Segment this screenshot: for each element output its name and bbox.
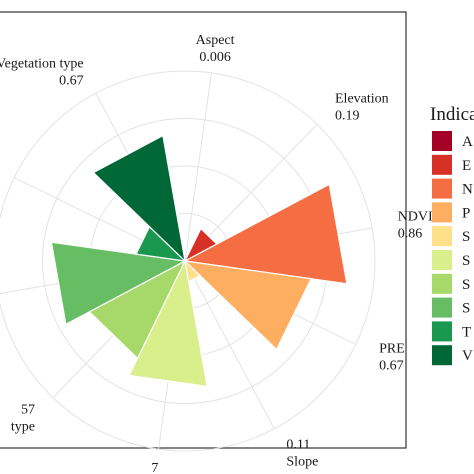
legend-label-pre: P (462, 205, 470, 221)
bar-sr (50, 241, 187, 326)
grid-spoke (184, 72, 212, 262)
grid-circle-4 (0, 70, 376, 452)
legend-label-elevation: E (462, 158, 471, 174)
legend-swatch-aspect (432, 131, 452, 151)
legend-swatch-sm (432, 250, 452, 270)
legend-swatch-sr (432, 297, 452, 318)
legend-label-sr: S (462, 301, 470, 317)
value-label-pre: 0.67 (379, 359, 404, 374)
legend-label-vegetation-type: V (462, 348, 473, 364)
legend-swatch-vegetation-type (432, 345, 452, 366)
plot-panel (0, 11, 407, 449)
legend-label-temp: T (462, 324, 471, 340)
value-label-slope: 0.11 (286, 438, 310, 453)
value-label-vegetation-type: 0.67 (59, 73, 84, 88)
value-label-elevation: 0.19 (335, 109, 360, 124)
legend-label-aspect: A (462, 134, 473, 150)
category-label-aspect: Aspect (196, 33, 235, 48)
legend-swatch-elevation (432, 154, 452, 175)
legend-label-ndvi: N (462, 182, 473, 198)
legend-label-soil-type: S (462, 277, 470, 293)
category-label-pre: PRE (379, 342, 405, 357)
category-label-ndvi: NDVI (398, 210, 433, 225)
bar-vegetation-type (92, 134, 186, 263)
legend: IndicatorsAENPSSSSTV (430, 104, 474, 366)
value-label-sm: 7 (151, 461, 158, 474)
category-label-slope: Slope (286, 455, 318, 470)
legend-swatch-soil-type (432, 273, 452, 294)
category-label-vegetation-type: Vegetation type (0, 56, 84, 71)
legend-title: Indicators (430, 104, 474, 125)
category-labels: Aspect 0.006 Elevation 0.19 NDVI 0.86 PRE 0.67 0… (0, 33, 433, 474)
legend-swatch-pre (432, 202, 452, 223)
legend-swatch-temp (432, 321, 452, 342)
category-label-elevation: Elevation (335, 92, 389, 107)
value-label-soil-type: 57 (21, 402, 35, 417)
value-label-ndvi: 0.86 (398, 227, 423, 242)
bars (50, 134, 348, 388)
bar-pre (183, 260, 312, 351)
legend-label-sm: S (462, 253, 470, 269)
panel-frame (0, 11, 407, 449)
legend-label-slope: S (462, 229, 470, 245)
legend-swatch-slope (432, 226, 452, 247)
legend-swatch-ndvi (432, 178, 452, 199)
category-label-soil-type: type (11, 419, 35, 434)
value-label-aspect: 0.006 (199, 50, 231, 65)
grid-spoke (184, 260, 275, 429)
